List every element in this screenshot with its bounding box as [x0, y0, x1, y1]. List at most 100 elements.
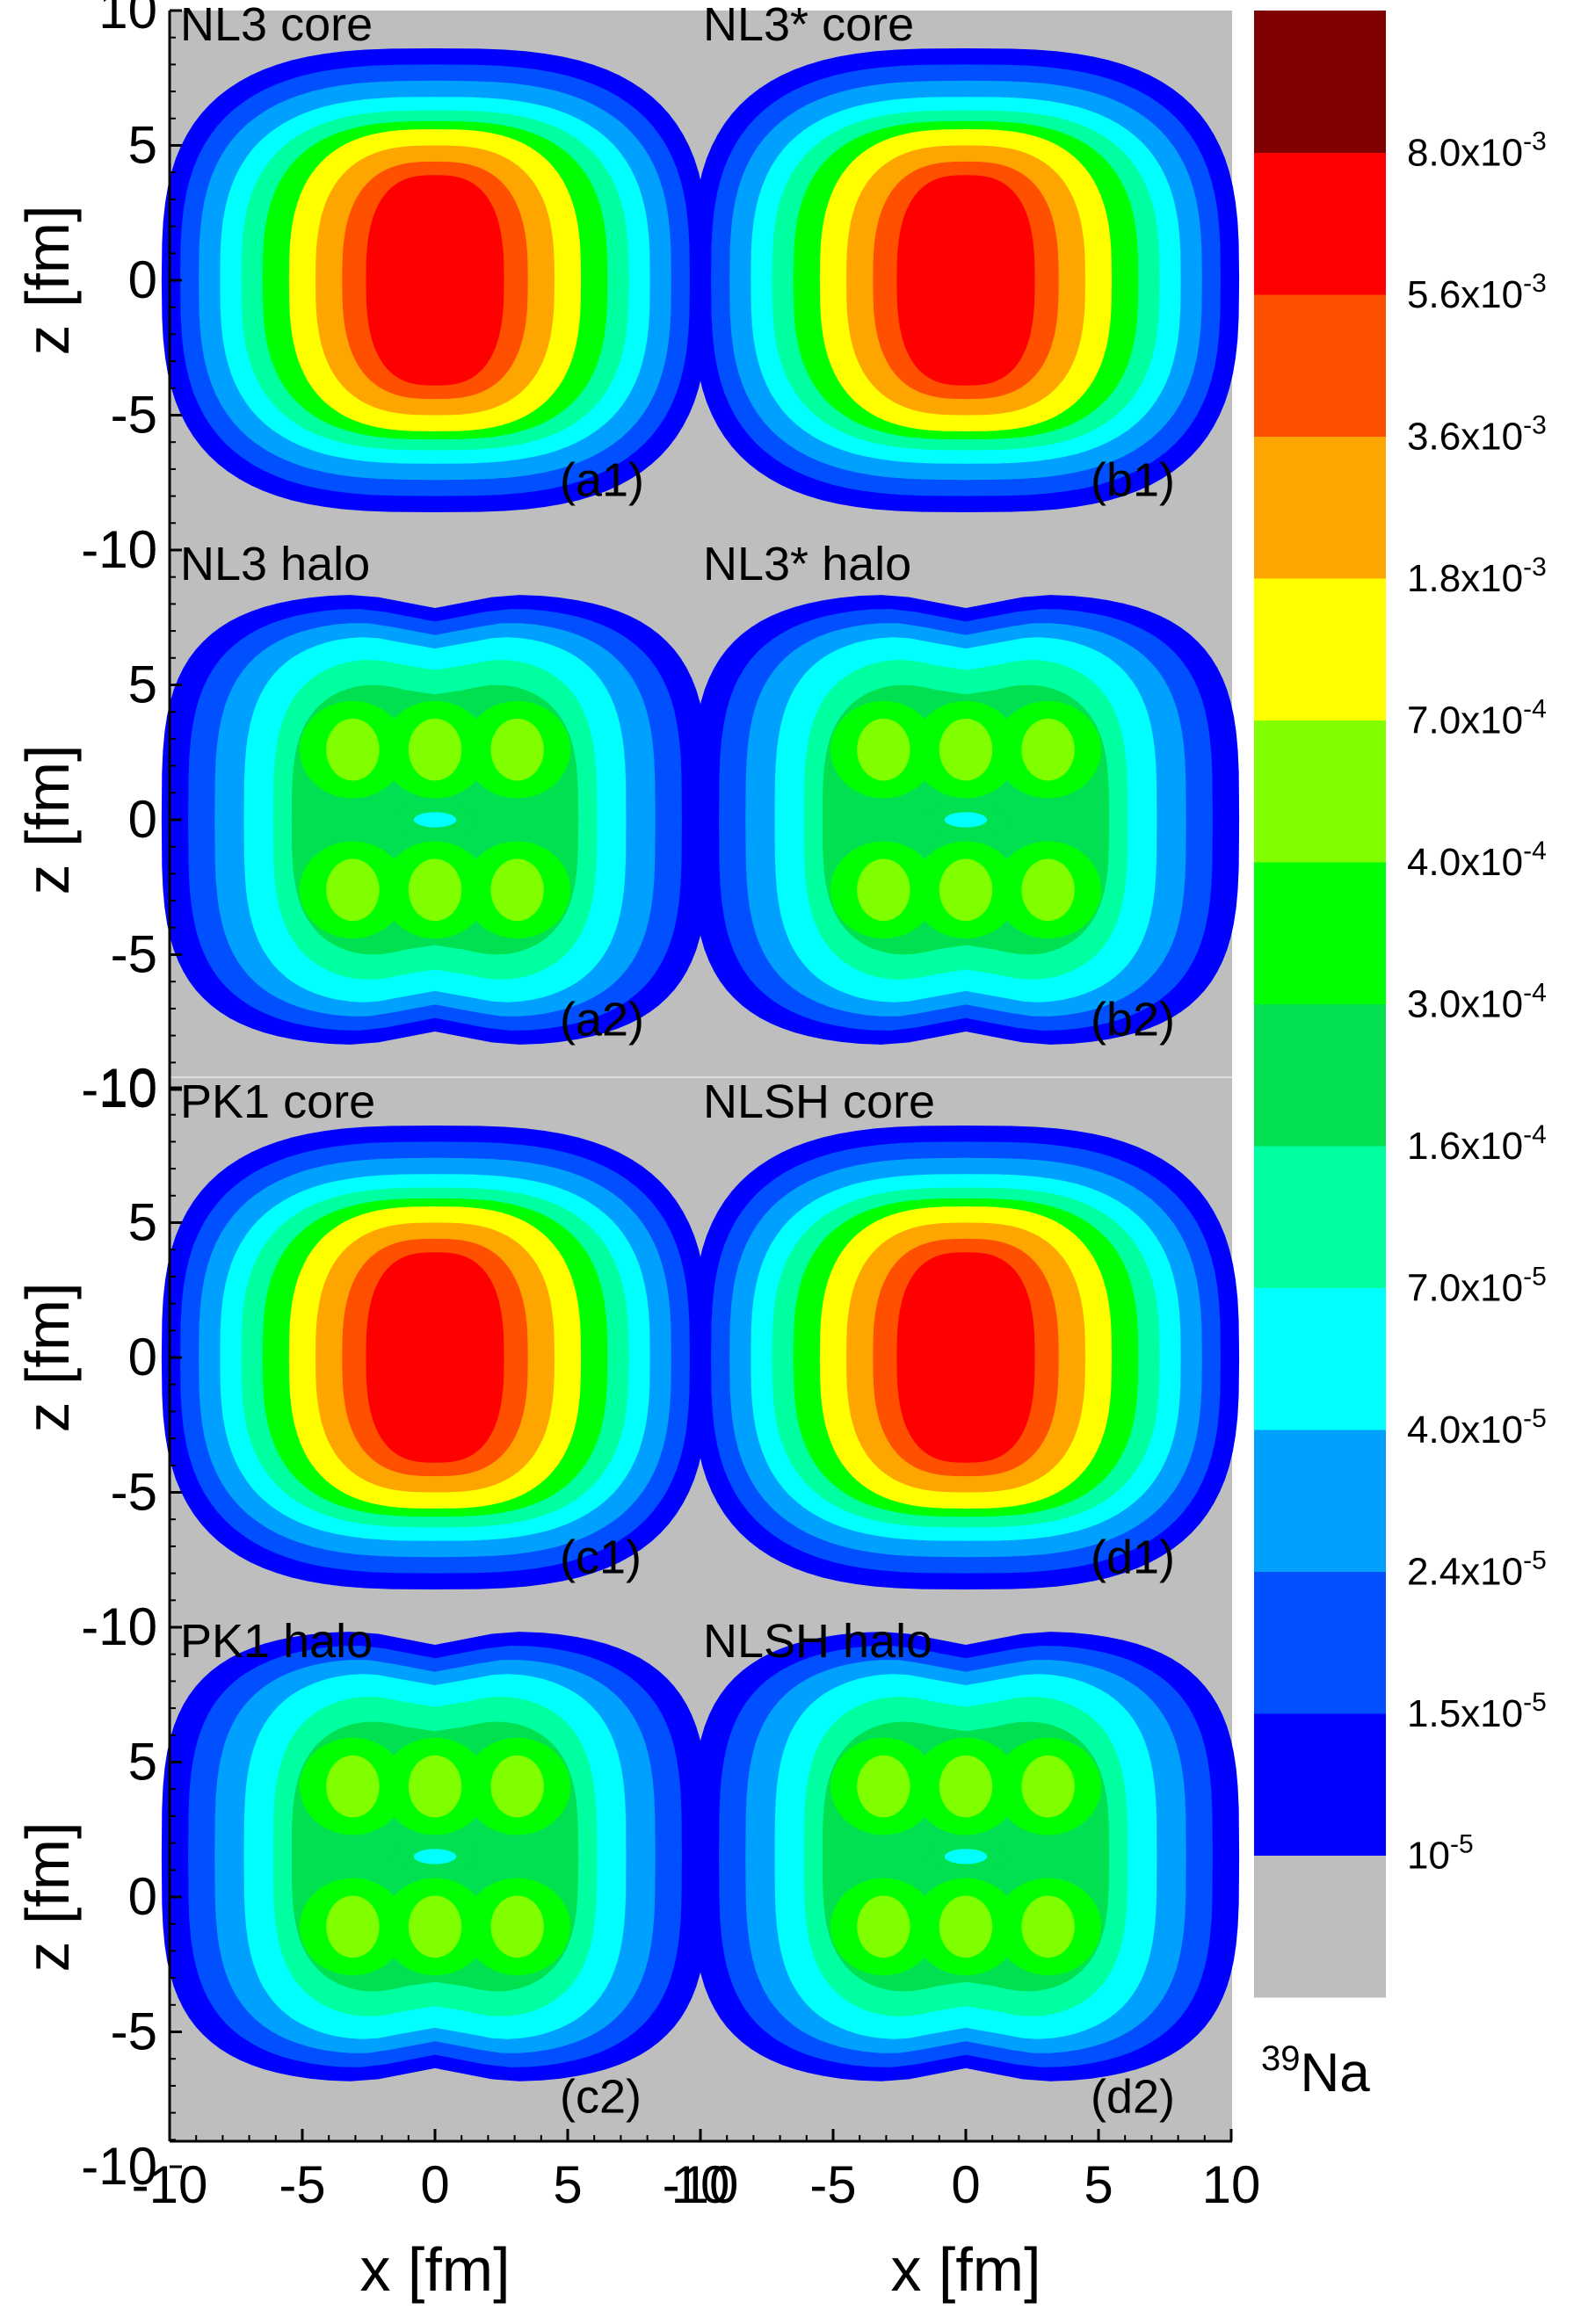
lobe-inner-4 — [939, 858, 993, 922]
y-tick-label: -5 — [111, 2002, 157, 2061]
panel-tag: (a2) — [560, 994, 644, 1046]
panel-title: PK1 core — [180, 1075, 375, 1128]
lobe-inner-0 — [857, 1755, 910, 1818]
y-tick-label: 5 — [128, 1733, 157, 1792]
panel-tag: (a1) — [560, 454, 644, 507]
y-tick-label: 0 — [128, 790, 157, 849]
colorbar-label: 8.0x10-3 — [1407, 127, 1547, 175]
y-tick-label: 0 — [128, 250, 157, 309]
panel-d1: NLSH core (d1) — [692, 1075, 1240, 1589]
lobe-inner-5 — [490, 858, 544, 922]
x-tick-label: 10 — [1202, 2155, 1261, 2214]
center-dip — [413, 1849, 457, 1864]
lobe-inner-1 — [408, 1755, 462, 1818]
y-tick-label: -10 — [81, 520, 157, 579]
center-dip — [413, 812, 457, 828]
x-tick-label: 5 — [553, 2155, 582, 2214]
lobe-inner-2 — [1021, 1755, 1075, 1818]
y-tick-label: 0 — [128, 1867, 157, 1926]
panel-tag: (b1) — [1091, 454, 1175, 507]
colorbar-swatch — [1254, 294, 1386, 437]
y-tick-label: 5 — [128, 116, 157, 175]
lobe-inner-1 — [408, 718, 462, 781]
panel-tag: (c2) — [560, 2071, 642, 2124]
y-tick-label: 10 — [98, 0, 157, 40]
lobe-inner-4 — [939, 1895, 993, 1958]
y-axis-title: z [fm] — [13, 1282, 82, 1432]
lobe-inner-3 — [326, 1895, 380, 1958]
x-tick-label: -5 — [809, 2155, 856, 2214]
axes-layer: 10 5 0 -5 -10 z [fm] 10 5 0 -5 -10 z [fm] 10 5 0 -5 -10 z… — [13, 0, 1260, 2304]
contour-level-12 — [896, 1252, 1035, 1463]
x-tick-label: -10 — [132, 2155, 208, 2214]
colorbar-label: 1.5x10-5 — [1407, 1688, 1547, 1735]
colorbar-swatch — [1254, 11, 1386, 153]
colorbar-swatch — [1254, 720, 1386, 863]
panel-b2: NL3* halo (b2) — [692, 538, 1240, 1046]
y-axis-title: z [fm] — [13, 1821, 82, 1972]
colorbar-label: 7.0x10-4 — [1407, 695, 1547, 742]
center-dip — [944, 812, 988, 828]
contour-level-12 — [366, 1252, 504, 1463]
lobe-inner-0 — [326, 718, 380, 781]
x-axis-title: x [fm] — [890, 2235, 1041, 2304]
lobe-inner-3 — [326, 858, 380, 922]
colorbar-label: 4.0x10-5 — [1407, 1404, 1547, 1452]
panel-c1: PK1 core (c1) — [161, 1075, 709, 1589]
lobe-inner-2 — [490, 718, 544, 781]
colorbar-label: 5.6x10-3 — [1407, 269, 1547, 316]
colorbar-label: 3.0x10-4 — [1407, 979, 1547, 1026]
panel-title: NL3* core — [703, 0, 914, 51]
x-tick-label: -10 — [663, 2155, 739, 2214]
colorbar-swatch — [1254, 862, 1386, 1004]
lobe-inner-5 — [490, 1895, 544, 1958]
colorbar-label: 7.0x10-5 — [1407, 1263, 1547, 1310]
panel-tag: (c1) — [560, 1531, 642, 1584]
lobe-inner-3 — [857, 858, 910, 922]
colorbar-swatch — [1254, 436, 1386, 579]
lobe-inner-2 — [1021, 718, 1075, 781]
contour-level-12 — [366, 175, 504, 386]
x-tick-label: -5 — [279, 2155, 325, 2214]
colorbar-swatch — [1254, 1855, 1386, 1998]
x-tick-label: 0 — [420, 2155, 449, 2214]
colorbar-label: 4.0x10-4 — [1407, 836, 1547, 884]
y-tick-label: -5 — [111, 925, 157, 984]
center-dip — [944, 1849, 988, 1864]
lobe-inner-3 — [857, 1895, 910, 1958]
y-tick-label: 10 — [98, 1597, 157, 1656]
colorbar-label: 10-5 — [1407, 1830, 1474, 1878]
colorbar-swatch — [1254, 1146, 1386, 1288]
lobe-inner-0 — [326, 1755, 380, 1818]
nuclide-label: 39Na — [1261, 2039, 1370, 2103]
y-tick-label: -10 — [81, 1597, 157, 1656]
colorbar-swatch — [1254, 578, 1386, 720]
lobe-inner-1 — [939, 718, 993, 781]
colorbar-swatch — [1254, 1571, 1386, 1714]
colorbar-swatch — [1254, 152, 1386, 295]
panel-a2: NL3 halo (a2) — [161, 538, 709, 1046]
panel-a1: NL3 core (a1) — [161, 0, 709, 512]
x-tick-label: 5 — [1084, 2155, 1113, 2214]
colorbar-swatch — [1254, 1287, 1386, 1430]
lobe-inner-1 — [939, 1755, 993, 1818]
y-axis-title: z [fm] — [13, 744, 82, 894]
lobe-inner-4 — [408, 858, 462, 922]
panel-title: NL3* halo — [703, 538, 911, 590]
contour-level-12 — [896, 175, 1035, 386]
panel-title: NLSH core — [703, 1075, 935, 1128]
lobe-inner-5 — [1021, 1895, 1075, 1958]
panel-title: NL3 core — [180, 0, 373, 51]
y-tick-label: -10 — [81, 1060, 157, 1119]
colorbar-label: 3.6x10-3 — [1407, 411, 1547, 459]
y-tick-label: -10 — [81, 2137, 157, 2196]
panel-title: NLSH halo — [703, 1615, 932, 1668]
colorbar-label: 1.8x10-3 — [1407, 553, 1547, 600]
y-axis-title: z [fm] — [13, 205, 82, 355]
colorbar-label: 2.4x10-5 — [1407, 1546, 1547, 1594]
panel-title: PK1 halo — [180, 1615, 373, 1668]
y-tick-label: 10 — [98, 1058, 157, 1117]
lobe-inner-0 — [857, 718, 910, 781]
y-tick-label: -5 — [111, 386, 157, 445]
panel-tag: (d1) — [1091, 1531, 1175, 1584]
